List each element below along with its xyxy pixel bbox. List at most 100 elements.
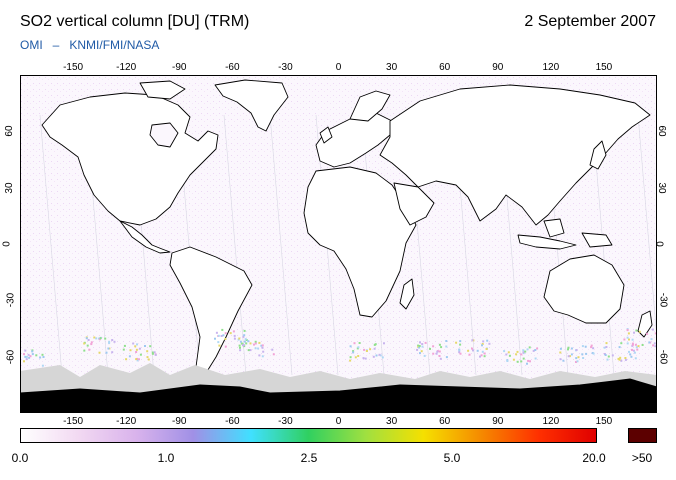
so2-pixel <box>524 350 527 353</box>
so2-pixels <box>20 328 657 367</box>
latitude-tick-label: 0 <box>1 241 13 247</box>
so2-pixel <box>458 351 461 354</box>
so2-pixel <box>349 359 352 362</box>
so2-pixel <box>429 347 431 350</box>
so2-pixel <box>29 355 32 358</box>
so2-pixel <box>604 354 607 356</box>
so2-pixel <box>445 356 448 359</box>
so2-pixel <box>512 358 515 361</box>
latitude-tick-label: 30 <box>656 182 668 194</box>
so2-pixel <box>631 343 634 346</box>
so2-pixel <box>483 352 486 355</box>
so2-pixel <box>42 356 45 358</box>
so2-pixel <box>650 338 653 341</box>
hudson-bay <box>149 122 179 148</box>
so2-pixel <box>363 348 366 351</box>
so2-pixel <box>24 355 27 358</box>
so2-pixel <box>617 357 620 360</box>
longitude-tick-label: -30 <box>278 416 293 427</box>
longitude-tick-label: 60 <box>439 62 451 73</box>
longitude-tick-label: -150 <box>63 416 84 427</box>
longitude-tick-label: 150 <box>595 416 613 427</box>
so2-pixel <box>93 336 96 339</box>
so2-pixel <box>138 347 141 350</box>
so2-pixel <box>99 337 102 340</box>
so2-pixel <box>86 344 89 347</box>
so2-pixel <box>136 359 139 362</box>
so2-pixel <box>624 358 627 361</box>
landmass-japan <box>589 140 607 170</box>
so2-pixel <box>440 346 443 349</box>
longitude-tick-label: -60 <box>225 62 240 73</box>
so2-pixel <box>562 359 565 362</box>
so2-pixel <box>257 347 260 350</box>
so2-pixel <box>35 354 38 357</box>
so2-pixel <box>515 353 518 356</box>
so2-pixel <box>85 337 88 340</box>
so2-pixel <box>420 350 423 353</box>
so2-pixel <box>480 354 483 357</box>
so2-pixel <box>90 343 93 346</box>
so2-pixel <box>626 336 629 339</box>
so2-pixel <box>628 338 630 341</box>
longitude-tick-label: 0 <box>335 416 342 427</box>
orbit-swath-line <box>39 114 63 376</box>
so2-pixel <box>651 328 654 331</box>
so2-pixel <box>222 334 225 337</box>
date-label: 2 September 2007 <box>524 13 656 30</box>
so2-pixel <box>628 350 630 353</box>
colorbar-label: 5.0 <box>443 451 461 465</box>
so2-pixel <box>459 340 462 343</box>
so2-pixel <box>113 340 116 343</box>
so2-pixel <box>153 351 156 354</box>
so2-pixel <box>419 341 421 344</box>
so2-pixel <box>31 353 34 356</box>
so2-pixel <box>353 342 356 345</box>
so2-pixel <box>83 349 86 352</box>
so2-pixel <box>529 360 531 363</box>
so2-pixel <box>253 343 255 346</box>
so2-pixel <box>455 341 458 344</box>
so2-pixel <box>28 356 31 359</box>
so2-pixel <box>129 349 132 352</box>
so2-pixel <box>262 350 265 353</box>
so2-pixel <box>421 343 424 345</box>
so2-pixel <box>354 356 357 359</box>
so2-pixel <box>261 346 264 349</box>
so2-pixel <box>243 340 246 343</box>
so2-pixel <box>217 334 220 337</box>
so2-pixel <box>559 347 562 350</box>
so2-pixel <box>154 353 157 356</box>
so2-pixel <box>626 329 629 332</box>
so2-pixel <box>254 347 257 350</box>
so2-pixel <box>147 358 150 361</box>
so2-pixel <box>352 351 355 354</box>
longitude-tick-label: 30 <box>386 416 398 427</box>
so2-pixel <box>488 342 491 345</box>
colorbar-overflow-swatch <box>628 428 657 443</box>
landmass-indonesia <box>517 234 577 250</box>
so2-pixel <box>458 349 461 352</box>
so2-pixel <box>233 334 236 337</box>
so2-pixel <box>424 341 427 344</box>
colorbar-label: >50 <box>631 451 653 465</box>
so2-pixel <box>358 342 361 344</box>
so2-pixel <box>459 343 462 346</box>
longitude-tick-label: -120 <box>116 416 137 427</box>
so2-pixel <box>626 342 629 345</box>
so2-pixel <box>24 349 27 352</box>
colorbar-label: 0.0 <box>11 451 29 465</box>
so2-pixel <box>135 351 138 353</box>
so2-pixel <box>151 352 154 355</box>
so2-pixel <box>372 355 375 358</box>
so2-pixel <box>418 346 421 349</box>
colorbar-label: 20.0 <box>582 451 606 465</box>
so2-pixel <box>581 353 584 356</box>
so2-pixel <box>620 342 623 345</box>
landmass-south-america <box>169 246 253 381</box>
so2-pixel <box>149 345 152 348</box>
so2-pixel <box>582 357 585 359</box>
so2-pixel <box>481 344 483 347</box>
so2-pixel <box>221 328 224 331</box>
so2-pixel <box>362 357 365 360</box>
